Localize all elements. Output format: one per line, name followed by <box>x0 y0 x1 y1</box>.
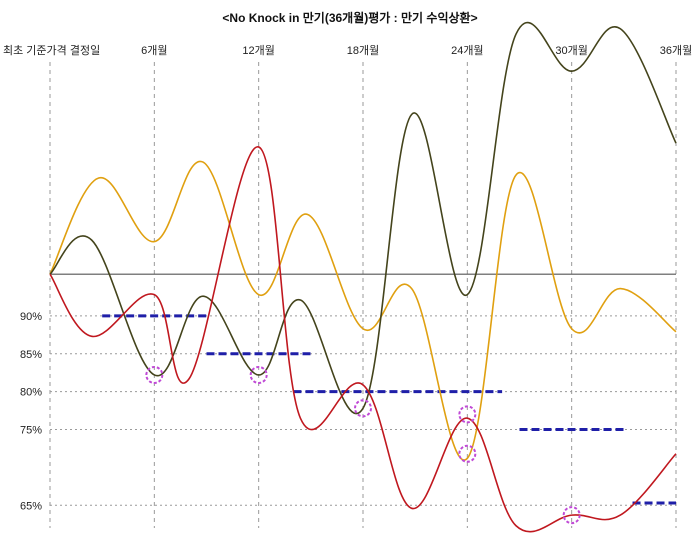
series-line <box>49 22 677 415</box>
x-tick-label: 36개월 <box>660 44 692 57</box>
evaluation-marker <box>562 506 581 525</box>
x-tick-label: 최초 기준가격 결정일 <box>3 43 100 57</box>
x-tick-label: 18개월 <box>347 44 379 57</box>
x-tick-label: 6개월 <box>141 44 167 57</box>
evaluation-marker <box>458 405 477 424</box>
x-tick-label: 12개월 <box>242 44 274 57</box>
y-tick-label: 90% <box>20 311 42 323</box>
evaluation-marker <box>458 444 477 463</box>
y-tick-label: 65% <box>20 500 42 512</box>
y-tick-label: 85% <box>20 349 42 361</box>
evaluation-marker <box>354 399 372 418</box>
x-tick-label: 24개월 <box>451 44 483 57</box>
evaluation-marker <box>249 365 268 384</box>
series-line <box>49 146 677 533</box>
series-line <box>49 160 677 461</box>
y-tick-label: 75% <box>20 425 42 437</box>
y-tick-label: 80% <box>20 387 42 399</box>
x-tick-label: 30개월 <box>555 44 587 57</box>
chart-title: <No Knock in 만기(36개월)평가 : 만기 수익상환> <box>222 10 477 25</box>
evaluation-marker <box>145 365 164 384</box>
